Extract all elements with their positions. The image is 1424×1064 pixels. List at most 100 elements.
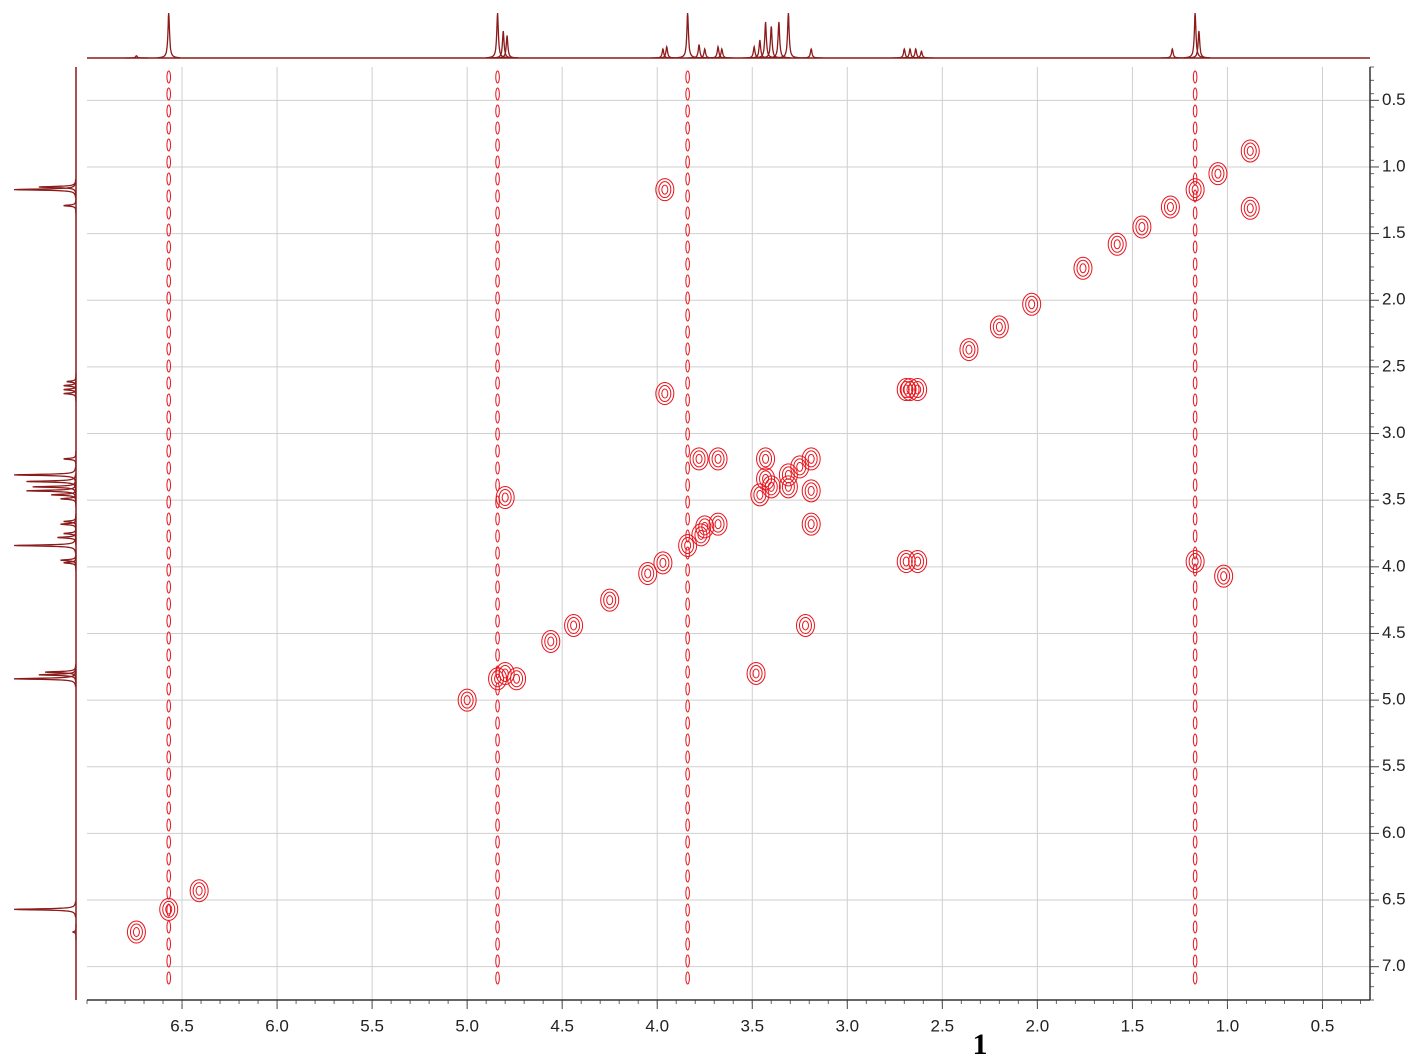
contour-ring [513,673,521,684]
cross-peak [989,315,1009,339]
ridge-contour [1192,189,1198,203]
ridge-contour [495,155,500,169]
top-projection-peak [491,30,515,59]
ridge-contour [685,444,690,458]
contour-ring [962,341,976,359]
ridge-contour [685,529,690,543]
ridge-contour [495,971,500,985]
contour-ring [899,381,913,399]
contour-ring [460,691,474,709]
ridge-contour [166,274,172,288]
ridge-contour [166,138,172,152]
ridge-contour [1192,801,1198,815]
contour-ring [778,475,798,499]
left-projection-peak [13,537,77,554]
contour-ring [1246,203,1254,214]
top-projection-peak [910,50,933,59]
cross-peak [1073,256,1093,280]
contour-ring [759,470,773,488]
contour-ring [1243,142,1257,160]
ridge-contour [1192,121,1198,135]
ridge-contour [495,750,500,764]
ridge-contour [166,359,172,373]
ridge-contour [495,733,500,747]
cross-peak [126,920,146,944]
contour-ring [603,591,617,609]
contour-ring [781,466,795,484]
ridge-contour [495,818,500,832]
contour-ring [606,595,614,606]
ridge-contour [685,869,690,883]
contour-ring [1135,218,1149,236]
cross-peak [908,378,928,402]
contour-ring [784,469,792,480]
contour-ring [1214,564,1234,588]
ridge-contour [685,342,690,356]
contour-ring [659,557,667,568]
left-projection-peak [71,924,77,940]
contour-ring [793,458,807,476]
ridge-contour [685,835,690,849]
contour-ring [759,450,773,468]
ridge-contour [685,937,690,951]
ridge-contour [685,87,690,101]
contour-ring [495,486,515,510]
left-projection-peak [66,373,77,390]
contour-ring [564,613,584,637]
ridge [685,70,690,985]
ridge-contour [166,478,172,492]
ridge-contour [1192,580,1198,594]
ridge-contour [685,138,690,152]
ridge-contour [685,155,690,169]
ridge-contour [685,104,690,118]
ridge-contour [1192,155,1198,169]
contour-ring [778,463,798,487]
cross-peak [896,549,916,573]
contour-ring [711,515,725,533]
ridge-contour [685,631,690,645]
contour-ring [1217,567,1231,585]
contour-ring [457,688,477,712]
ridge-contour [685,495,690,509]
top-projection-peak [777,12,800,59]
contour-ring [658,181,672,199]
contour-ring [1243,199,1257,217]
left-projection-peak [63,197,77,214]
y-tick-label: 5.5 [1382,756,1406,775]
ridge-contour [495,138,500,152]
ridge-contour [1192,716,1198,730]
contour-ring [959,338,979,362]
ridge-contour [166,410,172,424]
contour-ring [801,479,821,503]
ridge-contour [495,104,500,118]
contour-ring [1163,198,1177,216]
y-tick-label: 4.0 [1382,556,1406,575]
contour-ring [1240,139,1260,163]
left-projection-peak [63,450,77,467]
ridge-contour [166,801,172,815]
ridge-contour [1192,376,1198,390]
contour-ring [507,667,527,691]
top-projection-peak [710,47,734,59]
ridge-contour [1192,563,1198,577]
y-tick-label: 1.5 [1382,223,1406,242]
contour-ring [491,670,505,688]
y-tick-label: 2.5 [1382,356,1406,375]
contour-ring [911,552,925,570]
ridge-contour [1192,835,1198,849]
contour-ring [658,385,672,403]
ridge-contour [685,665,690,679]
contour-ring [1185,178,1205,202]
contour-ring [189,879,209,903]
ridge-contour [495,954,500,968]
ridge-contour [495,716,500,730]
ridge-contour [166,750,172,764]
contour-ring [801,620,809,631]
cross-peak [959,338,979,362]
compound-label: 1 [973,1028,988,1061]
cross-peak [1132,215,1152,239]
ridge-contour [166,393,172,407]
ridge-contour [685,886,690,900]
ridge-contour [1192,223,1198,237]
ridge [1192,70,1198,985]
